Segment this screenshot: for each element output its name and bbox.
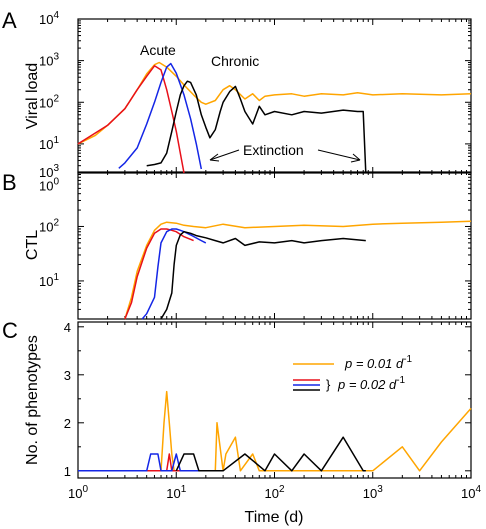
x-tick-label-0-exp: 0: [82, 484, 88, 495]
panel-a-ytick-label-2-exp: 2: [53, 93, 59, 104]
panel-a-series-red: [77, 65, 185, 174]
panel-c-series-blue: [78, 453, 206, 472]
panel-c-ytick-label-1: 2: [64, 416, 71, 431]
panel-c-series-red: [78, 453, 184, 472]
panel-a-ytick-label-1-base: 10: [39, 137, 53, 152]
series-layer: [77, 61, 472, 472]
panel-c-series-black: [175, 436, 366, 472]
axis-ticks: [77, 18, 471, 478]
panel-a-ytick-label-2: 102: [39, 93, 59, 110]
panel-b-ytick-label-1: 102: [39, 217, 59, 234]
panel-letter-b: B: [2, 170, 17, 195]
x-tick-label-4-exp: 4: [475, 484, 481, 495]
panel-b-series-black: [160, 230, 366, 320]
panel-a-ytick-label-1-exp: 1: [53, 135, 59, 146]
panel-b-ytick-label-1-base: 10: [39, 219, 53, 234]
legend-label-p002-sup: -1: [396, 375, 405, 386]
extinction-arrowhead-left: [209, 153, 220, 162]
x-tick-label-3-base: 10: [363, 486, 377, 501]
x-tick-label-1-base: 10: [166, 486, 180, 501]
panel-c-ytick-label-2: 3: [64, 368, 71, 383]
x-tick-label-4: 104: [461, 484, 481, 501]
panel-a-ytick-label-1: 101: [39, 135, 59, 152]
legend-label-p001: p = 0.01 d-1: [344, 354, 413, 371]
x-tick-label-1: 101: [166, 484, 186, 501]
panel-letter-c: C: [2, 318, 18, 343]
x-axis-label: Time (d): [245, 509, 304, 526]
panel-a-series-blue: [118, 62, 203, 170]
panel-a-series-black: [146, 80, 367, 174]
panel-b-ytick-label-2-base: 10: [39, 165, 53, 180]
panel-a-ytick-label-0-base: 10: [39, 179, 53, 194]
x-tick-label-2-exp: 2: [279, 484, 285, 495]
legend-label-p002-text: p = 0.02 d: [337, 377, 397, 392]
legend-brace: }: [326, 377, 331, 392]
panel-a-ytick-label-2-base: 10: [39, 95, 53, 110]
panel-a-ylabel: Viral load: [24, 63, 41, 129]
panel-a-ytick-label-0-exp: 0: [53, 177, 59, 188]
extinction-arrows: [209, 149, 361, 163]
extinction-arrow-right: [317, 149, 361, 161]
panel-b-series-orange: [124, 220, 472, 320]
panel-letter-a: A: [2, 8, 17, 33]
panel-c-ytick-label-0: 1: [64, 464, 71, 479]
panel-b-ytick-label-1-exp: 2: [53, 217, 59, 228]
panel-b-series-red: [124, 228, 194, 320]
panel-c-series-orange: [78, 390, 472, 472]
panel-a-ytick-label-0: 100: [39, 177, 59, 194]
panel-c-ylabel: No. of phenotypes: [24, 335, 41, 465]
panel-b-ytick-label-0-base: 10: [39, 274, 53, 289]
panel-a-ytick-label-3-exp: 3: [53, 52, 59, 63]
legend-label-p002: p = 0.02 d-1: [337, 375, 406, 392]
annotation-acute: Acute: [140, 42, 176, 58]
annotation-extinction: Extinction: [243, 142, 304, 158]
panel-c-ytick-label-3: 4: [64, 320, 71, 335]
legend-label-p001-text: p = 0.01 d: [344, 356, 404, 371]
panel-b-ytick-label-2-exp: 3: [53, 163, 59, 174]
x-tick-label-2-base: 10: [264, 486, 278, 501]
panel-a-ytick-label-3-base: 10: [39, 54, 53, 69]
panel-a-series-orange: [77, 61, 472, 145]
panel-a-ytick-label-4-exp: 4: [53, 10, 59, 21]
x-tick-label-3: 103: [363, 484, 383, 501]
panel-b-ylabel: CTL: [24, 230, 41, 260]
legend-label-p001-sup: -1: [403, 354, 412, 365]
x-tick-label-4-base: 10: [461, 486, 475, 501]
x-tick-label-0-base: 10: [68, 486, 82, 501]
panel-b-series-blue: [141, 228, 207, 320]
panel-a-ytick-label-3: 103: [39, 52, 59, 69]
x-tick-label-3-exp: 3: [377, 484, 383, 495]
extinction-arrowhead-right: [350, 153, 361, 163]
x-tick-label-0: 100: [68, 484, 88, 501]
panel-b-frame: [77, 171, 472, 320]
legend: p = 0.01 d-1 } p = 0.02 d-1: [293, 354, 413, 392]
panel-b-ytick-label-0-exp: 1: [53, 272, 59, 283]
x-tick-label-2: 102: [264, 484, 284, 501]
panel-a-ytick-label-4-base: 10: [39, 12, 53, 27]
extinction-arrow-left: [209, 149, 240, 161]
annotation-chronic: Chronic: [211, 53, 259, 69]
panel-a-ytick-label-4: 104: [39, 10, 59, 27]
panel-b-ytick-label-2: 103: [39, 163, 59, 180]
x-tick-label-1-exp: 1: [181, 484, 187, 495]
panel-b-ytick-label-0: 101: [39, 272, 59, 289]
